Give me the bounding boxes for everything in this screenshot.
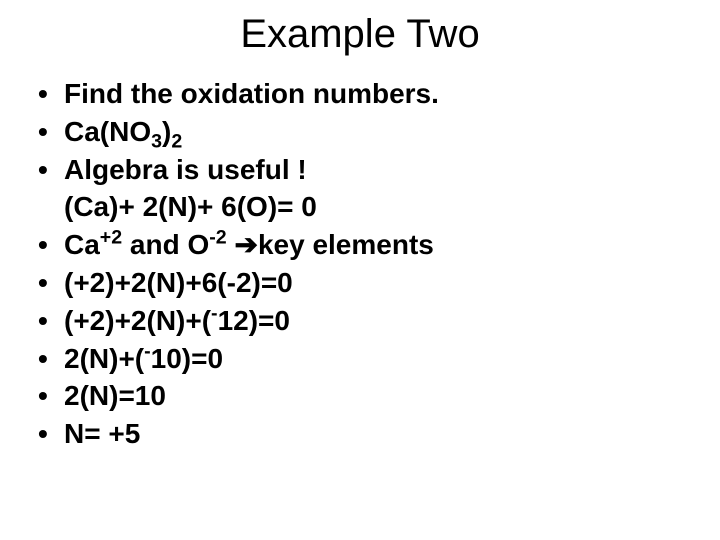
bullet-item-5: • (+2)+2(N)+6(-2)=0 [38, 264, 696, 302]
slide-content: • Find the oxidation numbers. • Ca(NO3)2… [24, 75, 696, 453]
bullet-icon: • [38, 113, 64, 151]
bullet-text: Ca(NO3)2 [64, 113, 182, 151]
bullet-item-6: • (+2)+2(N)+(-12)=0 [38, 302, 696, 340]
slide: Example Two • Find the oxidation numbers… [0, 0, 720, 540]
bullet-item-9: • N= +5 [38, 415, 696, 453]
arrow-icon: ➔ [234, 229, 257, 260]
bullet-text: (+2)+2(N)+6(-2)=0 [64, 264, 293, 302]
bullet-item-8: • 2(N)=10 [38, 377, 696, 415]
bullet-text: Find the oxidation numbers. [64, 75, 439, 113]
bullet-item-1: • Find the oxidation numbers. [38, 75, 696, 113]
bullet-icon: • [38, 340, 64, 378]
bullet-icon: • [38, 302, 64, 340]
bullet-icon: • [38, 264, 64, 302]
slide-title: Example Two [24, 12, 696, 57]
bullet-text: 2(N)=10 [64, 377, 166, 415]
bullet-icon: • [38, 377, 64, 415]
bullet-icon: • [38, 75, 64, 113]
bullet-icon: • [38, 226, 64, 264]
bullet-text: Algebra is useful ! [64, 151, 307, 189]
bullet-item-2: • Ca(NO3)2 [38, 113, 696, 151]
bullet-item-3: • Algebra is useful ! [38, 151, 696, 189]
bullet-text: 2(N)+(-10)=0 [64, 340, 223, 378]
bullet-text: (Ca)+ 2(N)+ 6(O)= 0 [64, 188, 317, 226]
bullet-text: (+2)+2(N)+(-12)=0 [64, 302, 290, 340]
bullet-item-4: • Ca+2 and O-2 ➔key elements [38, 226, 696, 264]
bullet-item-3-sub: (Ca)+ 2(N)+ 6(O)= 0 [38, 188, 696, 226]
bullet-text: Ca+2 and O-2 ➔key elements [64, 226, 434, 264]
bullet-icon: • [38, 151, 64, 189]
bullet-item-7: • 2(N)+(-10)=0 [38, 340, 696, 378]
bullet-text: N= +5 [64, 415, 140, 453]
bullet-icon: • [38, 415, 64, 453]
